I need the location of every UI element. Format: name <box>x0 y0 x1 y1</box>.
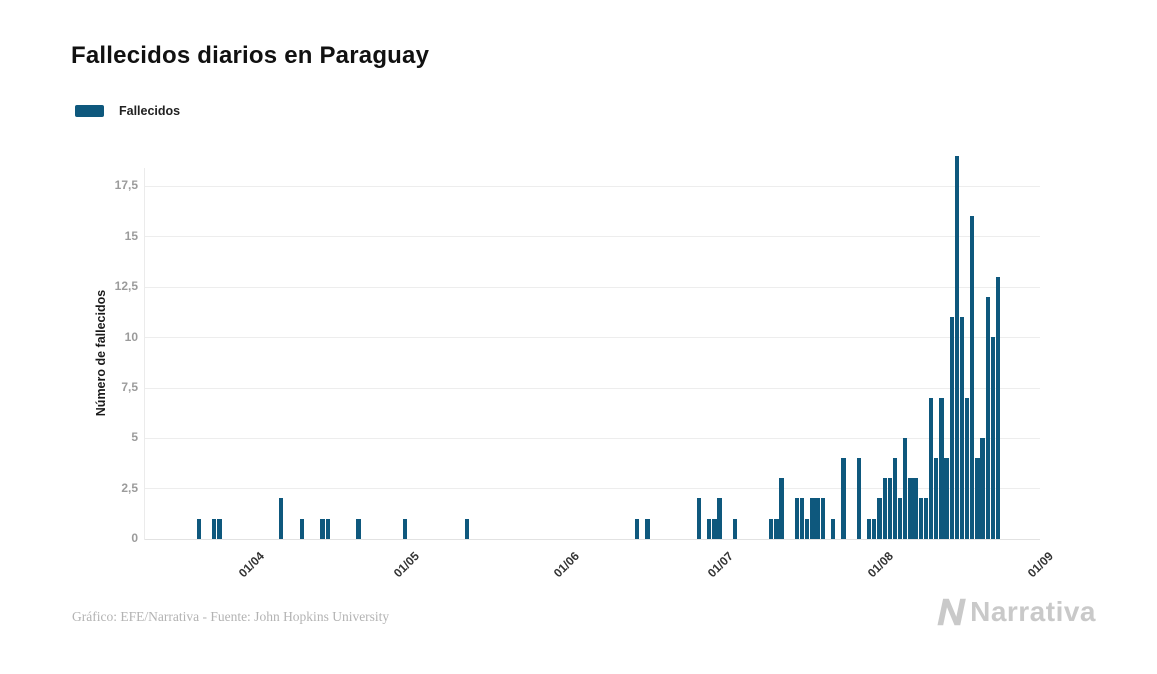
bar-19-07[interactable] <box>810 498 815 539</box>
y-tick-label: 5 <box>131 430 138 445</box>
gridline-10 <box>145 337 1040 339</box>
bar-30-07[interactable] <box>867 518 872 539</box>
x-tick-label-01-08: 01/08 <box>865 549 897 581</box>
bar-17-07[interactable] <box>799 498 805 539</box>
bar-23-08[interactable] <box>990 337 996 539</box>
bar-30-06[interactable] <box>712 518 717 539</box>
bar-21-08[interactable] <box>980 437 985 539</box>
y-axis-line <box>144 168 145 540</box>
bar-01-08[interactable] <box>877 498 882 539</box>
bar-24-08[interactable] <box>995 276 1001 539</box>
bar-13-07[interactable] <box>779 478 784 539</box>
bar-10-08[interactable] <box>923 498 929 539</box>
bar-01-05[interactable] <box>402 518 408 539</box>
bar-11-07[interactable] <box>769 518 774 539</box>
bar-16-08[interactable] <box>954 155 959 539</box>
bar-15-04[interactable] <box>320 518 325 539</box>
y-tick-label: 0 <box>131 531 138 546</box>
bar-16-07[interactable] <box>794 498 800 539</box>
bar-03-08[interactable] <box>887 478 892 539</box>
bar-29-06[interactable] <box>707 518 712 539</box>
bar-15-08[interactable] <box>949 316 954 539</box>
y-tick-label: 10 <box>124 329 138 344</box>
y-tick-label: 12,5 <box>114 279 138 294</box>
bar-16-04[interactable] <box>325 518 330 539</box>
y-tick-label: 15 <box>124 228 138 243</box>
bar-18-07[interactable] <box>805 518 810 539</box>
bar-01-07[interactable] <box>717 498 722 539</box>
x-tick-label-01-05: 01/05 <box>390 549 422 581</box>
bar-17-08[interactable] <box>959 316 965 539</box>
bar-19-08[interactable] <box>970 216 975 539</box>
bar-04-08[interactable] <box>892 458 898 539</box>
bar-09-08[interactable] <box>918 498 923 539</box>
gridline-2,5 <box>145 488 1040 490</box>
bar-31-07[interactable] <box>872 518 877 539</box>
bar-11-08[interactable] <box>928 397 934 539</box>
bar-07-04[interactable] <box>279 498 284 539</box>
bar-21-07[interactable] <box>820 498 825 539</box>
bar-11-04[interactable] <box>299 518 305 539</box>
bar-20-07[interactable] <box>815 498 820 539</box>
bar-20-08[interactable] <box>975 458 980 539</box>
x-tick-label-01-04: 01/04 <box>235 549 268 581</box>
legend[interactable]: Fallecidos <box>75 104 180 118</box>
bar-27-06[interactable] <box>696 498 702 539</box>
legend-label: Fallecidos <box>119 104 181 118</box>
legend-swatch-fallecidos <box>75 105 104 117</box>
bar-25-03[interactable] <box>212 518 217 539</box>
bar-23-07[interactable] <box>830 518 836 539</box>
bar-06-08[interactable] <box>903 437 908 539</box>
gridline-12,5 <box>145 286 1040 288</box>
bar-22-08[interactable] <box>985 296 990 539</box>
narrativa-n-icon <box>937 598 966 626</box>
bar-28-07[interactable] <box>856 458 862 539</box>
bar-25-07[interactable] <box>841 458 846 539</box>
bar-07-08[interactable] <box>908 478 913 539</box>
chart-title: Fallecidos diarios en Paraguay <box>71 42 430 69</box>
bar-14-08[interactable] <box>944 458 949 539</box>
bar-08-08[interactable] <box>913 478 918 539</box>
bar-17-06[interactable] <box>645 518 650 539</box>
gridline-0 <box>145 538 1040 540</box>
bar-12-08[interactable] <box>934 458 939 539</box>
bar-13-05[interactable] <box>464 518 470 539</box>
source-credit: Gráfico: EFE/Narrativa - Fuente: John Ho… <box>72 609 390 624</box>
gridline-7,5 <box>145 387 1040 389</box>
gridline-5 <box>145 437 1040 439</box>
bar-04-07[interactable] <box>732 518 738 539</box>
bar-02-08[interactable] <box>882 478 887 539</box>
gridline-17,5 <box>145 185 1040 187</box>
x-tick-label-01-09: 01/09 <box>1024 549 1057 581</box>
bar-18-08[interactable] <box>965 397 970 539</box>
bar-22-04[interactable] <box>356 518 361 539</box>
gridline-15 <box>145 236 1040 238</box>
y-tick-label: 2,5 <box>121 480 138 495</box>
y-axis-title: Número de fallecidos <box>94 289 108 417</box>
bar-12-07[interactable] <box>774 518 779 539</box>
bar-13-08[interactable] <box>939 397 944 539</box>
bar-05-08[interactable] <box>897 498 903 539</box>
narrativa-logo: Narrativa <box>931 596 1096 628</box>
bar-26-03[interactable] <box>217 518 222 539</box>
y-tick-label: 17,5 <box>114 178 138 193</box>
x-tick-label-01-06: 01/06 <box>550 549 582 581</box>
bar-15-06[interactable] <box>634 518 640 539</box>
x-tick-label-01-07: 01/07 <box>705 549 737 581</box>
brand-text: Narrativa <box>970 596 1096 627</box>
bar-22-03[interactable] <box>196 518 201 539</box>
y-tick-label: 7,5 <box>121 380 138 394</box>
